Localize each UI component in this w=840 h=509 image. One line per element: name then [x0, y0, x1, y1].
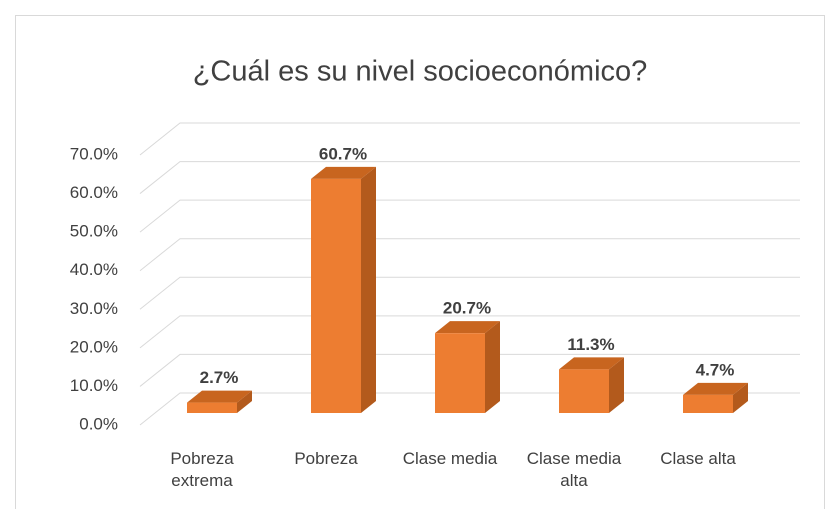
chart-title: ¿Cuál es su nivel socioeconómico?	[193, 56, 648, 88]
bar-top	[559, 357, 624, 370]
grid-line	[139, 238, 800, 272]
x-tick-label: Pobreza	[294, 449, 358, 468]
y-tick-label: 20.0%	[70, 337, 118, 356]
y-tick-label: 40.0%	[70, 260, 118, 279]
grid-line	[139, 199, 800, 233]
bar-side	[237, 390, 252, 413]
bar-top	[187, 390, 252, 403]
grid-line	[139, 353, 800, 387]
data-label: 20.7%	[443, 299, 491, 318]
x-tick-label: Clase alta	[660, 449, 736, 468]
bar	[187, 402, 237, 413]
bar-top	[683, 382, 748, 395]
y-tick-label: 50.0%	[70, 222, 118, 241]
bar-side	[361, 166, 376, 413]
bar-top	[435, 321, 500, 334]
bar-top	[311, 166, 376, 179]
y-tick-label: 10.0%	[70, 376, 118, 395]
x-tick-label: Clase media alta	[526, 449, 622, 490]
data-label: 4.7%	[696, 360, 735, 379]
bar-side	[609, 357, 624, 413]
y-tick-label: 0.0%	[79, 414, 118, 433]
bar	[683, 394, 733, 413]
bar-side	[733, 382, 748, 413]
y-tick-label: 60.0%	[70, 183, 118, 202]
chart-frame	[15, 15, 825, 509]
grid-line	[139, 276, 800, 310]
grid-line	[139, 315, 800, 349]
grid-line	[139, 122, 800, 156]
data-label: 60.7%	[319, 144, 367, 163]
y-tick-label: 30.0%	[70, 299, 118, 318]
y-tick-label: 70.0%	[70, 144, 118, 163]
grid-line	[139, 161, 800, 194]
data-label: 11.3%	[567, 335, 614, 354]
bar	[311, 178, 361, 413]
bar	[559, 369, 609, 413]
x-tick-label: Clase media	[402, 449, 498, 468]
bar	[435, 333, 485, 413]
bar-side	[485, 321, 500, 413]
x-tick-label: Pobreza extrema	[170, 449, 234, 490]
data-label: 2.7%	[200, 368, 239, 387]
